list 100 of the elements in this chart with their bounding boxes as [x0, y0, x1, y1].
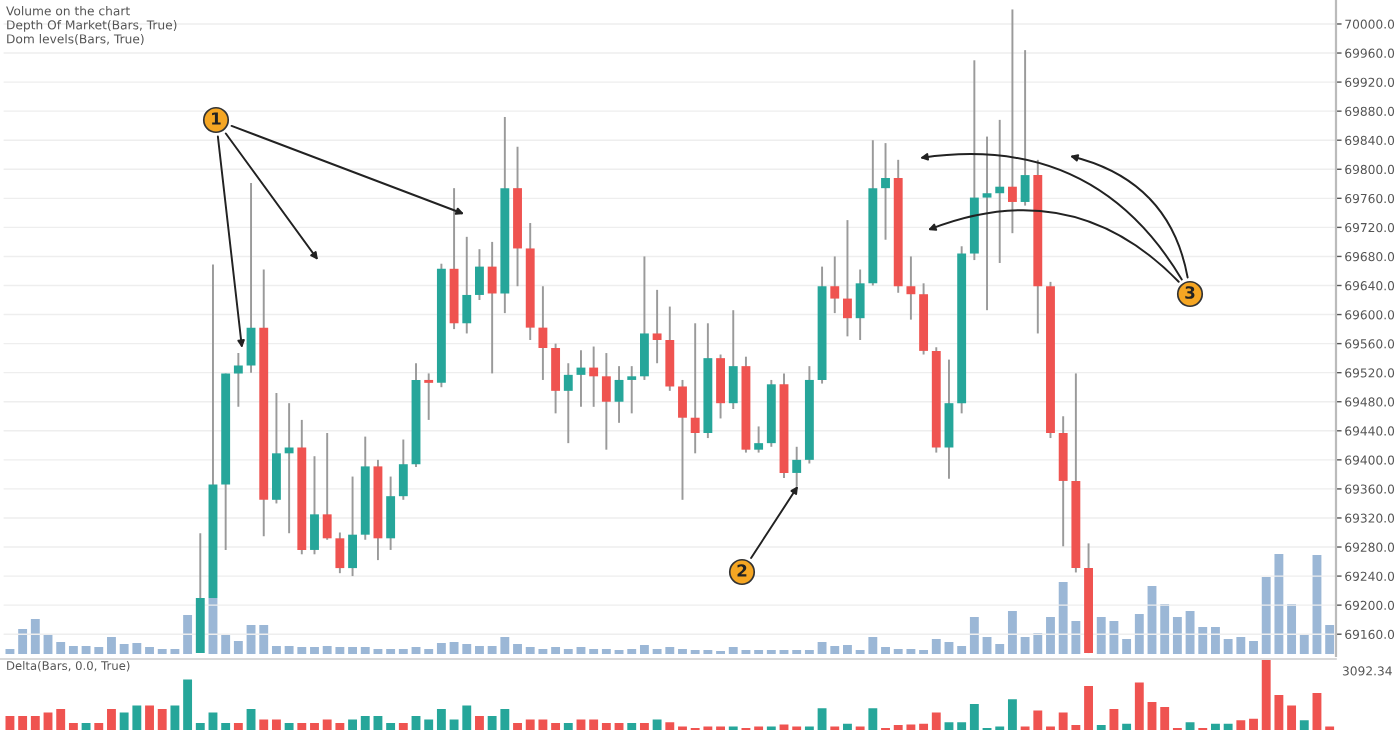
- bar: [843, 723, 852, 730]
- bar: [1249, 641, 1258, 654]
- bar: [81, 723, 91, 730]
- candlestick: [830, 255, 840, 315]
- bar: [513, 644, 522, 654]
- bar: [563, 723, 573, 730]
- bar: [221, 723, 231, 730]
- candlestick: [271, 392, 281, 505]
- bar: [1007, 611, 1017, 654]
- bar: [551, 723, 561, 730]
- bar: [995, 644, 1005, 654]
- bar: [1185, 722, 1195, 730]
- bar: [475, 716, 484, 730]
- annotation: 2: [737, 564, 747, 577]
- bar: [931, 712, 941, 730]
- candlestick: [348, 475, 357, 578]
- bar: [68, 723, 78, 730]
- candlestick: [982, 135, 992, 312]
- bar: [145, 647, 154, 654]
- bar: [271, 646, 281, 654]
- candlestick: [1007, 8, 1017, 235]
- annotation: 3: [1185, 286, 1195, 299]
- candlestick: [652, 288, 662, 365]
- bar: [614, 723, 624, 730]
- bar: [1211, 723, 1220, 730]
- bar: [1287, 604, 1297, 654]
- bar: [271, 719, 281, 730]
- bar: [1084, 685, 1093, 730]
- bar: [551, 647, 561, 654]
- candlestick: [398, 438, 408, 501]
- bar: [1249, 718, 1258, 730]
- annotation: 1: [212, 112, 221, 125]
- bar: [1325, 625, 1335, 654]
- bar: [424, 719, 434, 730]
- bar: [157, 709, 167, 730]
- candlestick: [627, 365, 637, 415]
- bar: [1160, 604, 1170, 654]
- bar: [1046, 617, 1055, 654]
- bar: [386, 723, 396, 730]
- candlestick: [601, 352, 611, 451]
- candlestick: [1058, 415, 1068, 548]
- candlestick: [1020, 49, 1030, 207]
- bar: [68, 646, 78, 654]
- candlestick: [462, 235, 472, 335]
- bar: [259, 719, 269, 730]
- candlestick: [855, 268, 865, 341]
- bar: [1287, 705, 1297, 730]
- bar: [779, 724, 789, 730]
- candlestick: [754, 425, 764, 454]
- bar: [30, 619, 40, 654]
- candlestick: [589, 345, 599, 408]
- candlestick: [233, 352, 243, 408]
- bar: [944, 722, 954, 730]
- bar: [1299, 720, 1309, 730]
- candlestick: [639, 255, 649, 381]
- bar: [195, 723, 205, 730]
- bar: [969, 704, 979, 730]
- bar: [589, 719, 599, 730]
- bar: [843, 645, 852, 654]
- bar: [1211, 627, 1220, 654]
- bar: [18, 716, 28, 730]
- bar: [513, 723, 522, 730]
- bar: [1299, 634, 1309, 654]
- bar: [56, 709, 66, 730]
- bar: [348, 647, 357, 654]
- bar: [1134, 682, 1144, 730]
- bar: [43, 635, 53, 654]
- candlestick: [843, 219, 852, 338]
- bar: [5, 716, 15, 730]
- candlestick: [995, 118, 1005, 264]
- bar: [183, 679, 193, 730]
- candlestick: [690, 322, 700, 455]
- bar: [1172, 617, 1182, 654]
- candlestick: [487, 240, 497, 375]
- bar: [233, 723, 243, 730]
- bar: [881, 647, 890, 654]
- bar: [56, 642, 66, 654]
- bar: [233, 641, 243, 654]
- bar: [18, 629, 28, 654]
- bar: [107, 709, 116, 730]
- bar: [1223, 723, 1233, 730]
- bar: [931, 639, 941, 654]
- candlestick: [728, 309, 738, 410]
- candlestick: [678, 378, 687, 501]
- candlestick: [538, 285, 548, 381]
- bar: [957, 646, 967, 654]
- bar: [436, 643, 446, 654]
- bar: [1007, 699, 1017, 730]
- bar: [259, 625, 269, 654]
- bar: [411, 647, 421, 654]
- bar: [868, 708, 878, 730]
- bar: [1147, 702, 1157, 730]
- candlestick: [335, 531, 345, 575]
- candlestick: [665, 305, 675, 392]
- bar: [411, 716, 421, 730]
- bar: [284, 723, 294, 730]
- bar: [30, 716, 40, 730]
- candlestick: [906, 255, 916, 321]
- candlestick: [563, 362, 573, 445]
- bar: [944, 642, 954, 654]
